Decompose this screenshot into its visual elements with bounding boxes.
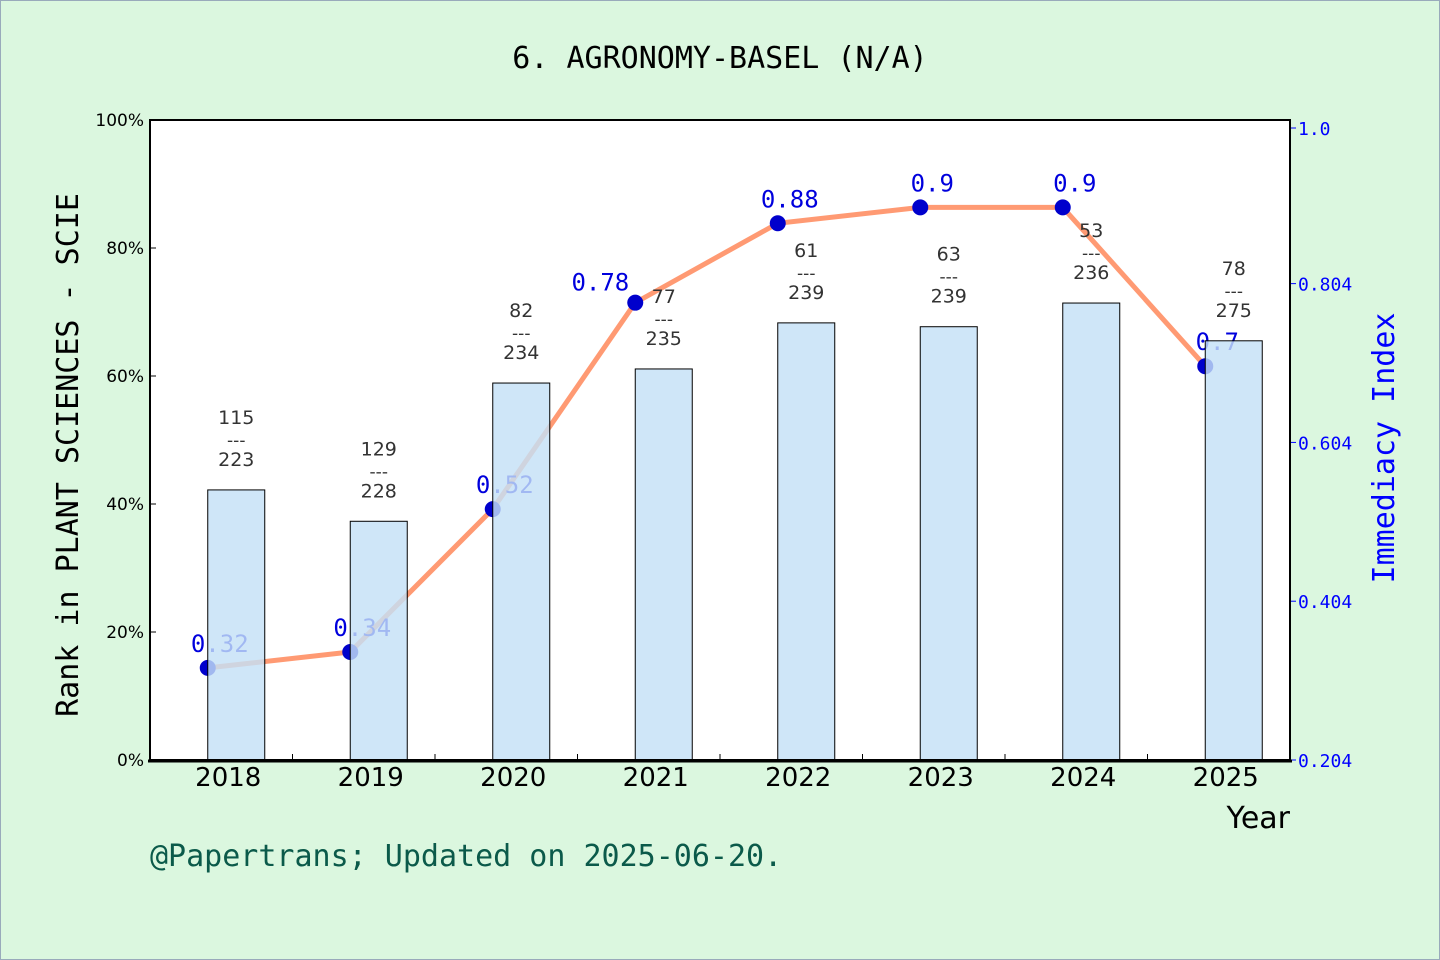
bar-rank-label: 78	[1222, 258, 1246, 280]
bar-total-label: 239	[788, 282, 824, 304]
x-tick-label: 2020	[480, 763, 546, 793]
bar-rank-label: 61	[794, 240, 818, 262]
rank-bar	[349, 520, 408, 761]
bar-separator: ---	[797, 264, 815, 284]
bar-separator: ---	[227, 431, 245, 451]
y-axis-label: Rank in PLANT SCIENCES - SCIE	[51, 193, 86, 717]
x-tick-label: 2025	[1193, 763, 1259, 793]
bar-rank-label: 77	[652, 286, 676, 308]
bar-total-label: 234	[503, 342, 539, 364]
x-axis-label: Year	[1225, 801, 1290, 836]
rank-bar	[777, 322, 836, 761]
line-value-label: 0.78	[571, 269, 629, 297]
y-tick-label: 20%	[106, 623, 144, 643]
bar-rank-label: 129	[361, 438, 397, 460]
x-tick-label: 2019	[338, 763, 404, 793]
x-tick-label: 2024	[1050, 763, 1116, 793]
y2-tick-label: 0.204	[1298, 751, 1352, 772]
bar-separator: ---	[1225, 282, 1243, 302]
line-marker	[1054, 199, 1071, 216]
footer-credit: @Papertrans; Updated on 2025-06-20.	[150, 839, 782, 874]
bar-total-label: 239	[931, 286, 967, 308]
line-marker	[627, 294, 644, 311]
bar-separator: ---	[1082, 244, 1100, 264]
line-value-label: 0.88	[761, 185, 819, 213]
rank-bar	[1204, 340, 1263, 761]
rank-bar	[492, 382, 551, 761]
rank-bar	[1062, 302, 1121, 761]
x-tick-label: 2021	[623, 763, 689, 793]
y-tick-label: 60%	[106, 367, 144, 387]
bar-separator: ---	[655, 310, 673, 330]
y-tick-label: 40%	[106, 495, 144, 515]
bar-separator: ---	[512, 324, 530, 344]
y2-tick-label: 1.0	[1298, 119, 1331, 140]
line-value-label: 0.9	[1053, 169, 1096, 197]
rank-bar	[919, 326, 978, 761]
bar-rank-label: 53	[1079, 220, 1103, 242]
bar-total-label: 275	[1216, 300, 1252, 322]
bar-separator: ---	[940, 268, 958, 288]
bar-total-label: 223	[218, 449, 254, 471]
x-tick-label: 2022	[765, 763, 831, 793]
bar-rank-label: 63	[937, 244, 961, 266]
bar-rank-label: 115	[218, 407, 254, 429]
y-tick-label: 0%	[117, 751, 144, 771]
bar-rank-label: 82	[509, 300, 533, 322]
y2-tick-label: 0.404	[1298, 592, 1352, 613]
rank-bar	[634, 368, 693, 761]
y2-tick-label: 0.804	[1298, 275, 1352, 296]
line-value-label: 0.9	[911, 169, 954, 197]
rank-bar	[207, 489, 266, 761]
y-tick-label: 80%	[106, 239, 144, 259]
line-marker	[912, 199, 929, 216]
y-tick-label: 100%	[95, 111, 144, 131]
y2-tick-label: 0.604	[1298, 433, 1352, 454]
bar-separator: ---	[370, 462, 388, 482]
y2-axis-label: Immediacy Index	[1367, 313, 1402, 584]
bar-total-label: 235	[646, 328, 682, 350]
line-marker	[769, 215, 786, 232]
chart-title: 6. AGRONOMY-BASEL (N/A)	[512, 41, 927, 76]
bar-total-label: 236	[1073, 262, 1109, 284]
bar-total-label: 228	[361, 480, 397, 502]
x-tick-label: 2023	[908, 763, 974, 793]
x-tick-label: 2018	[195, 763, 261, 793]
